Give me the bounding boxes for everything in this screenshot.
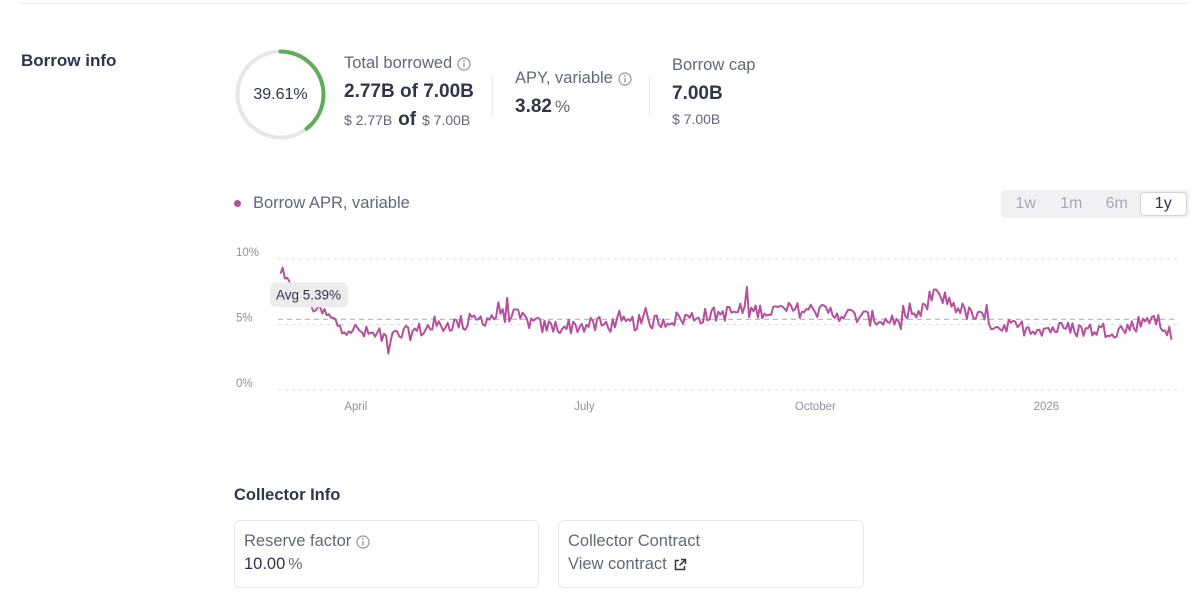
borrow-cap-usd: $ 7.00B [672,111,721,127]
y-tick-label: 10% [236,247,259,259]
stat-divider [649,76,650,116]
total-borrowed-usd: $ 2.77B of $ 7.00B [344,109,471,130]
info-icon[interactable] [618,71,632,86]
time-range-selector: 1w 1m 6m 1y [1001,190,1189,218]
top-divider [20,3,1188,4]
apy-value: 3.82% [515,96,571,117]
utilization-ring [235,49,326,140]
external-link-icon [674,558,686,570]
total-borrowed-stat: Total borrowed 2.77B of 7.00B $ 2.77B of… [344,54,474,131]
y-tick-label: 0% [236,378,253,390]
range-1m-button[interactable]: 1m [1060,195,1083,212]
reserve-factor-card: Reserve factor 10.00% [234,520,539,588]
borrow-apr-chart: 10% 5% 0% April July October 2026 Avg 5.39% [236,247,1177,413]
range-6m-button[interactable]: 6m [1105,195,1128,212]
average-badge: Avg 5.39% [270,282,348,308]
y-tick-label: 5% [236,313,253,325]
reserve-factor-label: Reserve factor [244,532,352,550]
legend-dot [234,200,241,207]
average-label: Avg 5.39% [276,287,341,302]
legend-label: Borrow APR, variable [253,194,410,212]
apy-stat: APY, variable 3.82% [515,69,632,118]
total-borrowed-amount: 2.77B of 7.00B [344,81,474,102]
collector-contract-card: Collector Contract View contract [558,520,864,588]
x-tick-label: 2026 [1034,401,1060,413]
chart-legend: Borrow APR, variable [234,194,410,213]
borrow-cap-stat: Borrow cap 7.00B $ 7.00B [672,56,755,127]
x-tick-label: April [344,401,367,413]
apy-label: APY, variable [515,69,613,87]
utilization-percent: 39.61% [253,85,308,103]
x-tick-label: July [574,401,595,413]
total-borrowed-label: Total borrowed [344,54,453,72]
info-icon[interactable] [356,534,370,549]
range-1w-button[interactable]: 1w [1015,195,1036,212]
collector-title: Collector Info [234,486,341,504]
reserve-factor-value: 10.00% [244,555,303,573]
borrow-apr-line [279,266,1173,355]
view-contract-link[interactable]: View contract [568,555,854,574]
borrow-cap-label: Borrow cap [672,56,756,74]
info-icon[interactable] [457,56,471,71]
borrow-cap-value: 7.00B [672,83,723,104]
stat-divider [492,76,493,116]
section-title: Borrow info [21,51,117,70]
collector-contract-label: Collector Contract [568,532,701,550]
x-tick-label: October [795,401,836,413]
range-1y-button[interactable]: 1y [1139,192,1187,216]
